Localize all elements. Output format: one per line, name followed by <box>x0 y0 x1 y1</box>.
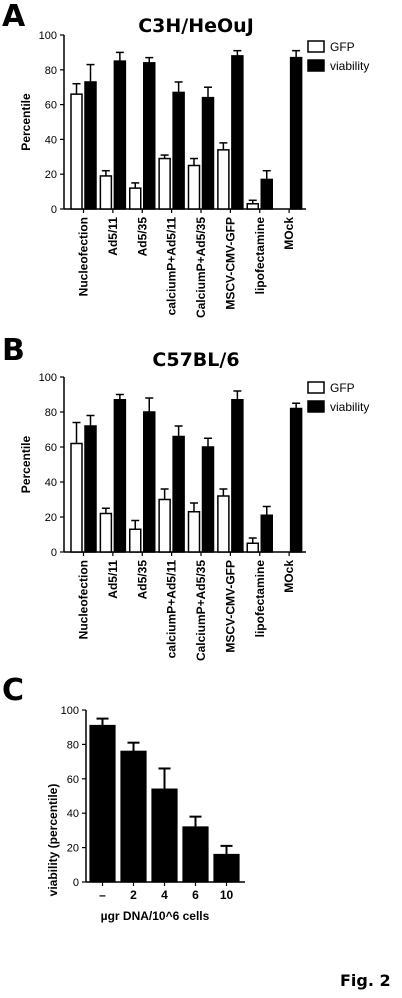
category-label: lipofectamine <box>253 560 267 638</box>
bar-viability <box>260 178 273 210</box>
y-tick-label: 60 <box>67 774 79 786</box>
y-tick-label: 40 <box>45 477 57 489</box>
grouped-bar-chart-b: 0 20 40 60 80 100 Percentile Nucleofection Ad5/1… <box>19 372 369 661</box>
y-tick-label: 0 <box>73 877 79 889</box>
y-axis-label: Percentile <box>19 435 33 493</box>
bar-gfp <box>99 512 113 553</box>
panel-letter-c: C <box>2 673 24 708</box>
category-label: Ad5/11 <box>106 217 120 256</box>
bar-gfp <box>129 187 142 210</box>
bar-gfp <box>70 442 83 553</box>
bar-viability <box>120 750 147 883</box>
legend-swatch-viability <box>307 59 325 72</box>
bar-viability <box>172 91 185 210</box>
category-label: Nucleofection <box>77 217 91 296</box>
bar-gfp <box>246 542 259 553</box>
y-tick-label: 80 <box>67 739 79 751</box>
category-label: 2 <box>130 888 137 902</box>
chart-title-a: C3H/HeOuJ <box>138 15 254 37</box>
bar-gfp <box>187 164 201 210</box>
category-label: CalciumP+Ad5/35 <box>194 217 208 318</box>
y-tick-label: 20 <box>45 169 57 181</box>
category-label: MOck <box>282 560 296 593</box>
bar-gfp <box>70 93 83 210</box>
bar-viability <box>260 514 273 553</box>
y-tick-label: 100 <box>39 372 57 384</box>
grouped-bar-chart-a: 0 20 40 60 80 100 Percentile Nucleofection Ad5/1… <box>19 30 369 318</box>
category-label: – <box>99 888 106 902</box>
legend-swatch-gfp <box>307 381 325 394</box>
y-tick-label: 100 <box>39 30 57 42</box>
category-label: calciumP+Ad5/11 <box>165 560 179 659</box>
category-label: 10 <box>220 888 234 902</box>
x-axis-label-c: µgr DNA/10^6 cells <box>101 909 210 923</box>
category-label: Ad5/35 <box>135 560 149 600</box>
bar-viability <box>201 96 215 210</box>
bar-viability <box>289 407 303 553</box>
bar-viability <box>89 724 116 883</box>
bar-gfp <box>246 203 259 210</box>
bar-viability <box>143 62 156 210</box>
bar-chart-c: 0 20 40 60 80 100 – 2 4 6 10 <box>61 705 245 902</box>
bar-viability <box>231 399 244 553</box>
category-label: Ad5/35 <box>135 217 149 257</box>
y-tick-label: 40 <box>45 134 57 146</box>
bar-viability <box>143 411 156 553</box>
bar-viability <box>182 826 209 883</box>
legend-label-viability: viability <box>330 59 369 73</box>
legend-label-gfp: GFP <box>330 40 355 54</box>
legend-swatch-gfp <box>307 40 325 53</box>
y-tick-label: 100 <box>61 705 79 717</box>
bar-viability <box>231 55 244 210</box>
bar-gfp <box>158 157 171 210</box>
bar-viability <box>201 446 215 553</box>
bar-gfp <box>217 495 230 553</box>
figure-label: Fig. 2 <box>340 971 391 990</box>
bar-gfp <box>99 175 113 210</box>
y-axis-label-c: viability (percentile) <box>46 784 60 897</box>
bar-viability <box>172 435 185 553</box>
category-label: lipofectamine <box>253 217 267 295</box>
panel-letter-b: B <box>2 333 25 368</box>
y-tick-label: 0 <box>51 204 57 216</box>
y-tick-label: 60 <box>45 442 57 454</box>
y-tick-label: 60 <box>45 100 57 112</box>
category-label: 4 <box>161 888 168 902</box>
y-tick-label: 0 <box>51 547 57 559</box>
bar-gfp <box>129 528 142 553</box>
bar-viability <box>151 788 178 883</box>
category-label: MOck <box>282 217 296 250</box>
bar-viability <box>84 81 97 210</box>
panel-letter-a: A <box>2 0 26 34</box>
y-tick-label: 20 <box>45 512 57 524</box>
category-label: MSCV-CMV-GFP <box>223 217 237 310</box>
legend-label-viability: viability <box>330 400 369 414</box>
y-tick-label: 80 <box>45 65 57 77</box>
bar-viability <box>113 60 127 210</box>
legend-swatch-viability <box>307 400 325 413</box>
category-label: MSCV-CMV-GFP <box>223 560 237 653</box>
y-tick-label: 40 <box>67 808 79 820</box>
bar-viability <box>84 425 97 553</box>
category-label: Ad5/11 <box>106 560 120 599</box>
category-label: calciumP+Ad5/11 <box>165 217 179 316</box>
bar-viability <box>213 853 240 883</box>
bar-gfp <box>217 149 230 210</box>
bar-gfp <box>158 498 171 553</box>
bar-viability <box>289 56 303 210</box>
category-label: 6 <box>192 888 199 902</box>
chart-title-b: C57BL/6 <box>152 349 239 371</box>
category-label: CalciumP+Ad5/35 <box>194 560 208 661</box>
bar-gfp <box>187 511 201 553</box>
bar-viability <box>113 399 127 553</box>
y-tick-label: 80 <box>45 407 57 419</box>
y-tick-label: 20 <box>67 843 79 855</box>
legend-label-gfp: GFP <box>330 381 355 395</box>
category-label: Nucleofection <box>77 560 91 639</box>
y-axis-label: Percentile <box>19 93 33 151</box>
